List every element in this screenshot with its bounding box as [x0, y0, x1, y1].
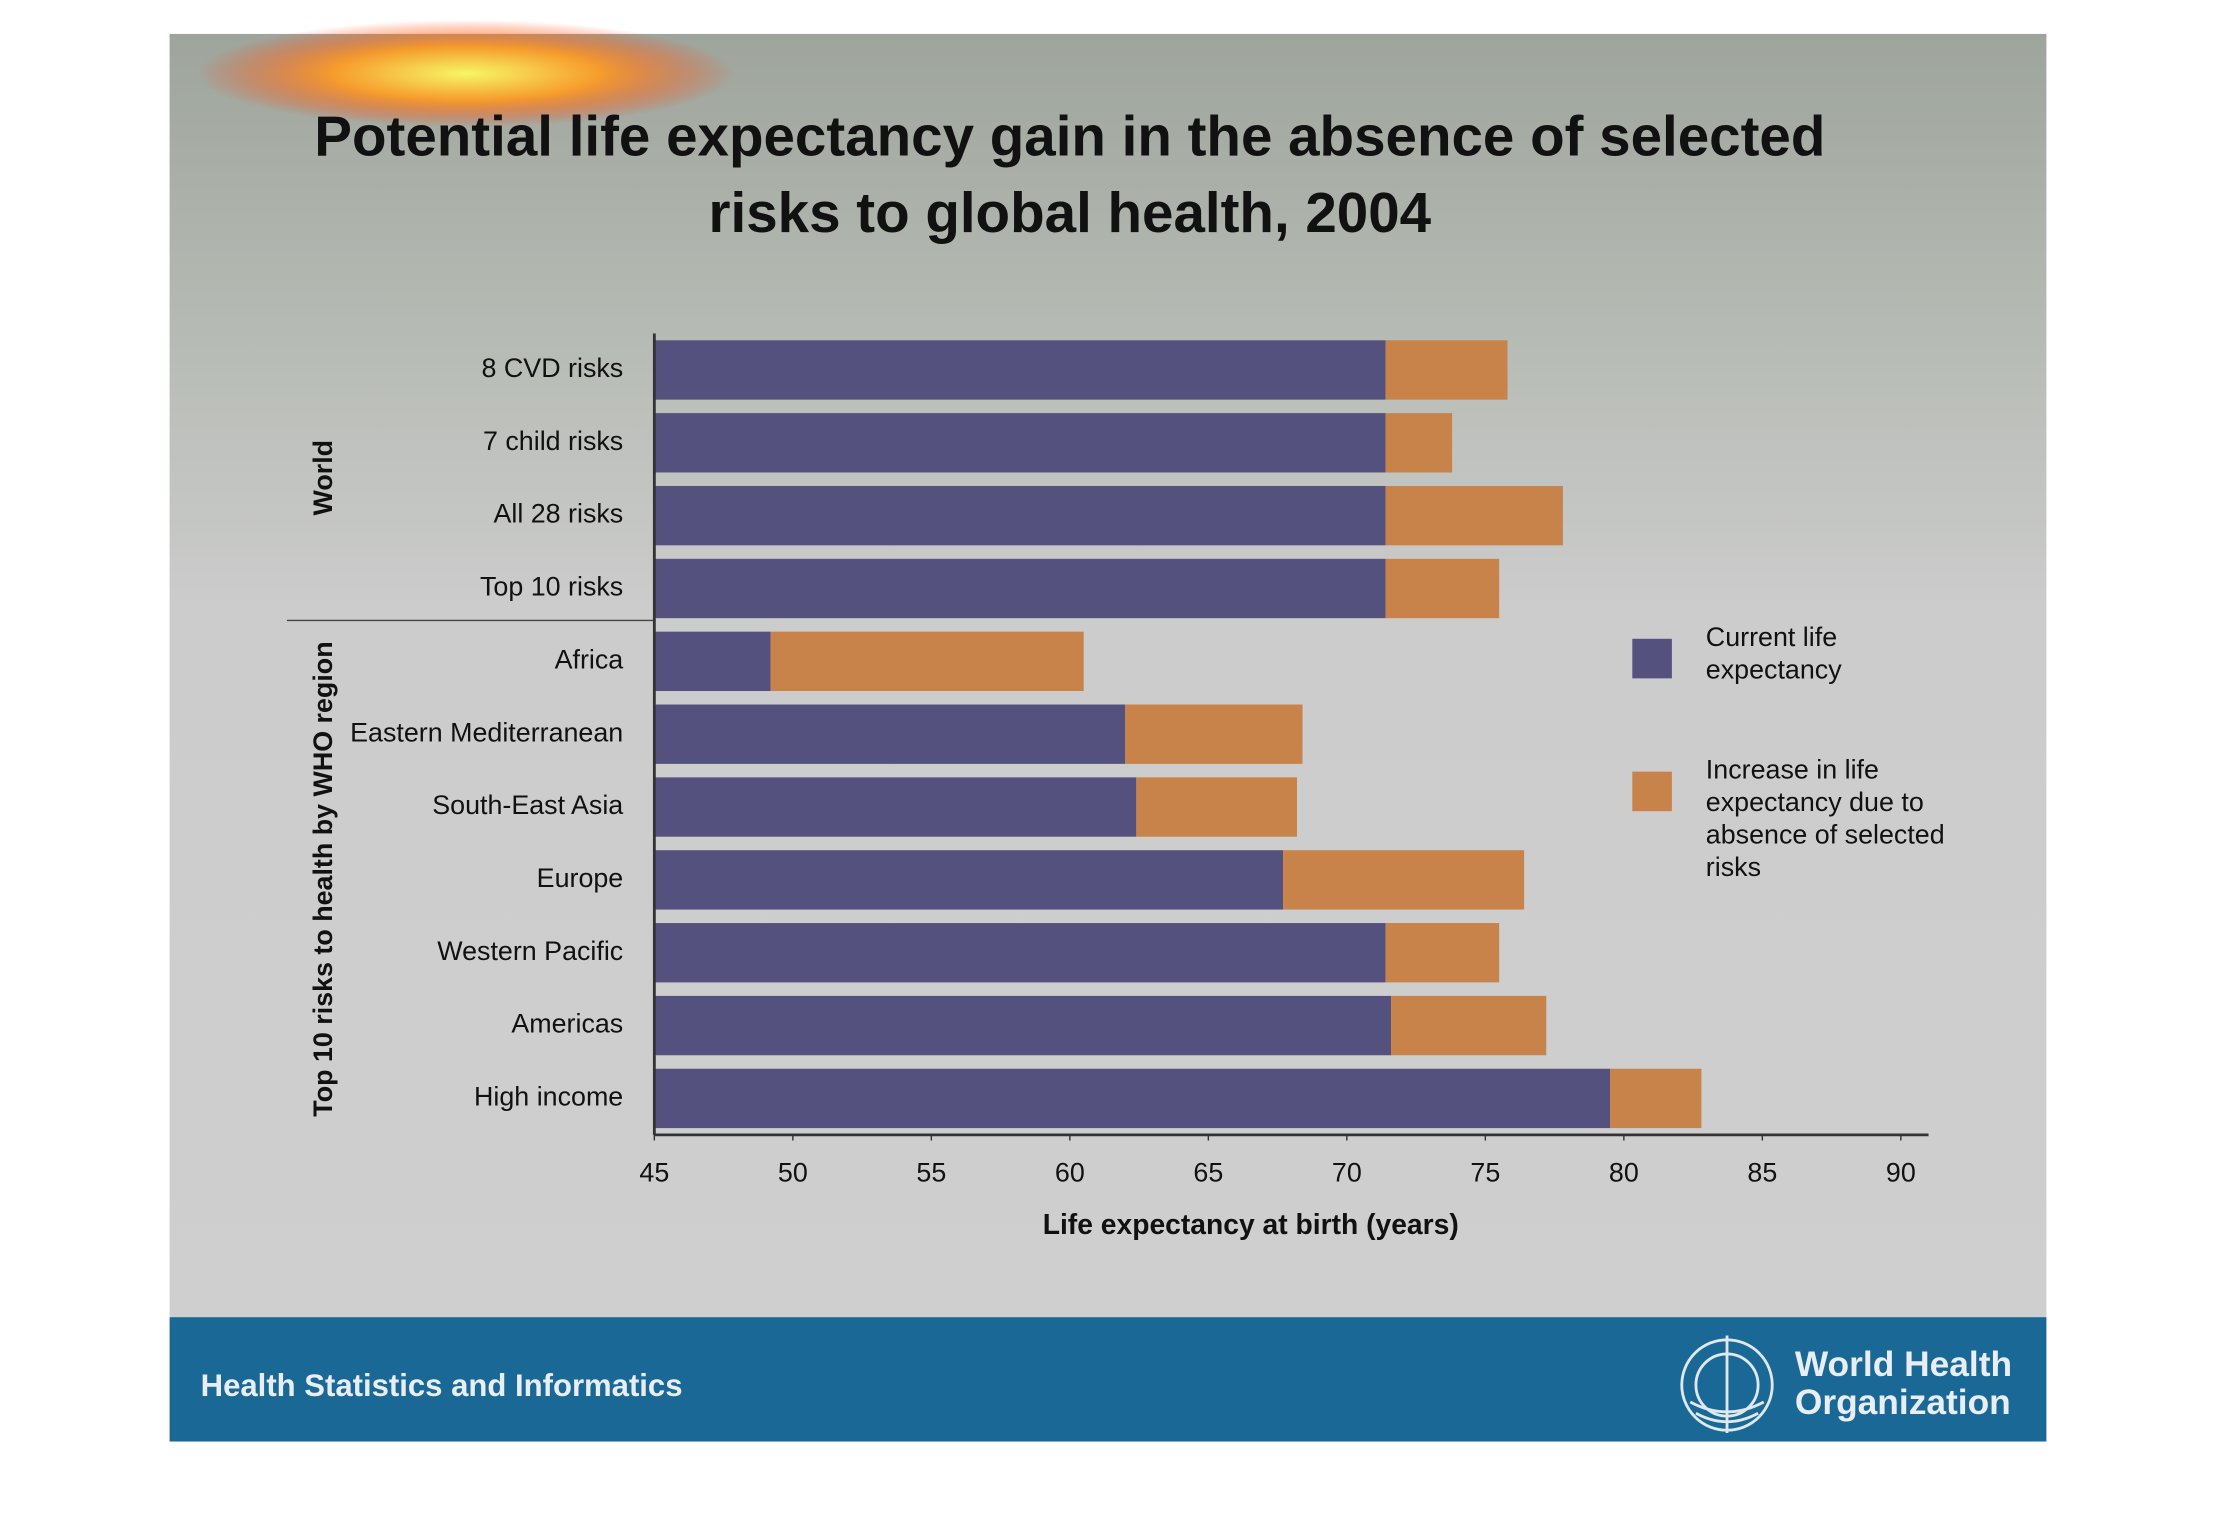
legend-box: Increase in life expectancy due to absen… — [1705, 756, 1945, 884]
bar-segment — [654, 413, 1386, 473]
y-tick-label: South-East Asia — [432, 790, 623, 820]
glow — [197, 19, 735, 128]
x-tick-label: 55 — [916, 1158, 946, 1188]
bar-segment — [654, 485, 1386, 546]
x-tick-label: 80 — [1609, 1158, 1639, 1188]
bar-segment — [654, 1068, 1610, 1129]
bar-segment — [1283, 850, 1525, 910]
group-label: Top 10 risks to health by WHO region — [308, 641, 338, 1116]
bar-segment — [654, 704, 1126, 764]
bar-segment — [1136, 777, 1297, 837]
x-tick-label: 70 — [1332, 1158, 1362, 1188]
who-logo — [1680, 1335, 1774, 1434]
bar-segment — [654, 558, 1386, 619]
title-box: Potential life expectancy gain in the ab… — [314, 105, 1826, 245]
legend-swatch — [1632, 771, 1672, 812]
x-tick-label: 75 — [1470, 1158, 1500, 1188]
bar-segment — [1385, 923, 1500, 983]
y-tick-label: Americas — [511, 1009, 623, 1039]
y-tick-label: High income — [474, 1082, 623, 1112]
bar-segment — [1391, 995, 1547, 1056]
x-tick-label: 45 — [639, 1158, 669, 1188]
bar-segment — [1385, 485, 1563, 546]
bar-segment — [654, 995, 1392, 1056]
footer-unit: Health Statistics and Informatics — [201, 1368, 683, 1403]
bar-segment — [654, 850, 1284, 910]
bar-segment — [1385, 340, 1508, 400]
group-label: World — [308, 440, 338, 516]
legend-box: Current life expectancy — [1705, 623, 1842, 686]
y-tick-label: Eastern Mediterranean — [350, 717, 623, 747]
bar-segment — [654, 923, 1386, 983]
y-tick-label: Europe — [537, 863, 624, 893]
legend-swatch — [1632, 638, 1672, 679]
x-tick-label: 65 — [1193, 1158, 1223, 1188]
y-tick-label: Top 10 risks — [480, 572, 623, 602]
bar-segment — [1385, 413, 1453, 473]
y-tick-label: Western Pacific — [437, 936, 623, 966]
chart-title: Potential life expectancy gain in the ab… — [314, 105, 1826, 245]
x-tick-label: 85 — [1747, 1158, 1777, 1188]
legend-label: Increase in life expectancy due to absen… — [1705, 756, 1945, 884]
footer-org: Organization — [1795, 1383, 2011, 1422]
bar-segment — [654, 631, 771, 692]
y-tick-label: All 28 risks — [493, 499, 623, 529]
footer-org: World Health — [1795, 1345, 2012, 1384]
y-tick-label: 7 child risks — [483, 426, 623, 456]
x-axis-label: Life expectancy at birth (years) — [1043, 1208, 1459, 1240]
x-tick-label: 60 — [1055, 1158, 1085, 1188]
bar-segment — [770, 631, 1084, 692]
bar-segment — [654, 340, 1386, 400]
bar-segment — [1385, 558, 1500, 619]
x-tick-label: 50 — [778, 1158, 808, 1188]
x-tick-label: 90 — [1886, 1158, 1916, 1188]
bar-segment — [1125, 704, 1303, 764]
y-tick-label: 8 CVD risks — [482, 353, 624, 383]
y-tick-label: Africa — [555, 644, 624, 674]
bar-segment — [654, 777, 1137, 837]
bar-segment — [1609, 1068, 1702, 1129]
legend-label: Current life expectancy — [1705, 623, 1842, 686]
